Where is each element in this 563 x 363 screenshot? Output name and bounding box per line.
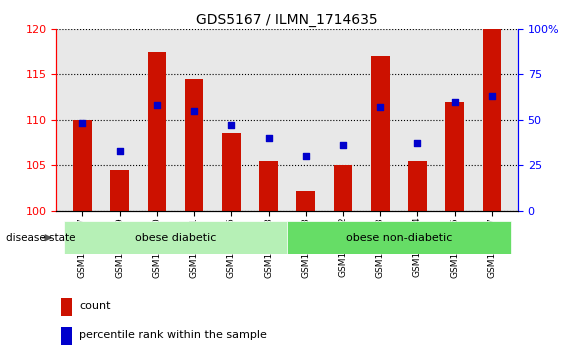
Text: disease state: disease state [6,233,75,243]
Bar [61,298,73,316]
Bar [287,221,511,254]
Title: GDS5167 / ILMN_1714635: GDS5167 / ILMN_1714635 [196,13,378,26]
Bar [445,102,464,211]
Bar [110,170,129,211]
Text: obese diabetic: obese diabetic [135,233,216,243]
Point [376,104,385,110]
Point [78,121,87,126]
Point [190,108,199,114]
Bar [482,29,501,211]
Bar [148,52,166,211]
Point [115,148,124,154]
Text: percentile rank within the sample: percentile rank within the sample [79,330,267,340]
Bar [73,120,92,211]
Point [488,93,497,99]
Bar [408,160,427,211]
Point [413,140,422,146]
Point [338,142,347,148]
Point [450,99,459,105]
Point [264,135,273,141]
Point [153,102,162,108]
Point [227,122,236,128]
Bar [259,160,278,211]
Bar [371,56,390,211]
Bar [61,327,73,345]
Text: obese non-diabetic: obese non-diabetic [346,233,452,243]
Bar [334,165,352,211]
Bar [185,79,203,211]
Bar [64,221,287,254]
Point [301,153,310,159]
Bar [222,133,240,211]
Bar [297,191,315,211]
Text: count: count [79,301,111,311]
